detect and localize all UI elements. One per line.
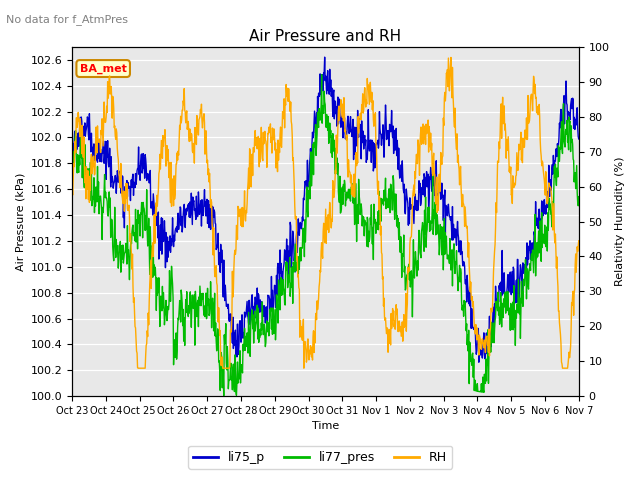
Title: Air Pressure and RH: Air Pressure and RH [250,29,401,44]
Y-axis label: Relativity Humidity (%): Relativity Humidity (%) [615,157,625,286]
Legend: li75_p, li77_pres, RH: li75_p, li77_pres, RH [188,446,452,469]
Text: BA_met: BA_met [80,63,127,73]
Y-axis label: Air Pressure (kPa): Air Pressure (kPa) [15,172,25,271]
X-axis label: Time: Time [312,421,339,432]
Text: No data for f_AtmPres: No data for f_AtmPres [6,14,129,25]
